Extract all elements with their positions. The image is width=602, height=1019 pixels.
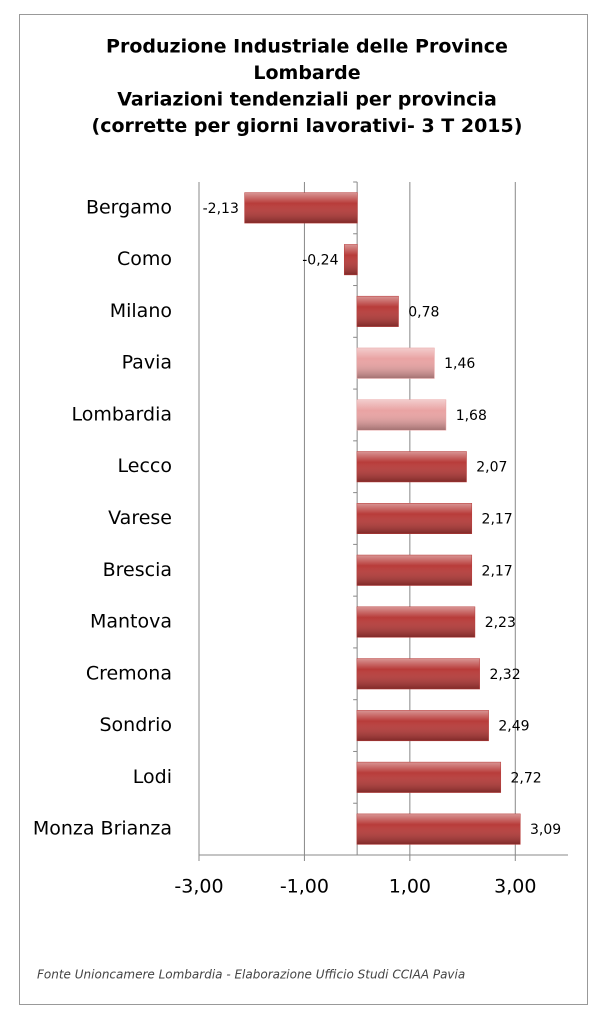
value-label: 1,46 <box>444 356 475 372</box>
chart-border <box>19 14 588 1005</box>
y-tick-label: Pavia <box>122 352 172 374</box>
value-label: 0,78 <box>408 304 439 320</box>
bar <box>356 606 476 638</box>
y-tick-label: Como <box>117 248 172 270</box>
value-label: 3,09 <box>530 822 561 838</box>
y-tick-label: Lodi <box>133 766 172 788</box>
x-tick-label: -1,00 <box>280 876 329 898</box>
value-label: 2,72 <box>511 770 542 786</box>
source-note: Fonte Unioncamere Lombardia - Elaborazio… <box>37 968 465 982</box>
value-label: 2,49 <box>498 719 529 735</box>
y-tick-label: Monza Brianza <box>33 818 172 840</box>
bar <box>356 554 473 586</box>
value-label: 2,23 <box>485 615 516 631</box>
value-label: 2,17 <box>482 512 513 528</box>
value-label: -0,24 <box>302 253 338 269</box>
x-tick-label: 1,00 <box>389 876 431 898</box>
y-tick-label: Cremona <box>86 662 172 684</box>
x-tick-label: 3,00 <box>494 876 536 898</box>
bar <box>244 192 358 224</box>
bar <box>356 295 399 327</box>
y-tick-label: Lombardia <box>71 403 172 425</box>
chart-title: Produzione Industriale delle Province <box>106 36 508 58</box>
value-label: 1,68 <box>456 408 487 424</box>
value-label: -2,13 <box>203 201 239 217</box>
chart-title: Variazioni tendenziali per provincia <box>117 89 497 111</box>
value-label: 2,17 <box>482 563 513 579</box>
y-tick-label: Bergamo <box>86 196 172 218</box>
y-tick-label: Mantova <box>90 611 172 633</box>
y-tick-label: Lecco <box>118 455 172 477</box>
y-tick-label: Sondrio <box>99 714 172 736</box>
bar <box>356 761 502 793</box>
chart-title: Lombarde <box>253 62 360 84</box>
y-tick-label: Varese <box>108 507 172 529</box>
bar <box>356 451 467 483</box>
y-tick-label: Milano <box>110 300 172 322</box>
bar <box>356 503 473 534</box>
x-tick-label: -3,00 <box>174 876 223 898</box>
bar <box>356 710 489 742</box>
bar <box>356 813 521 845</box>
value-label: 2,07 <box>476 460 507 476</box>
bar <box>356 658 480 690</box>
y-tick-label: Brescia <box>103 559 172 581</box>
bar <box>343 244 358 276</box>
value-label: 2,32 <box>489 667 520 683</box>
chart-title: (corrette per giorni lavorativi- 3 T 201… <box>92 115 523 137</box>
bar <box>356 347 435 379</box>
bar <box>356 399 447 431</box>
